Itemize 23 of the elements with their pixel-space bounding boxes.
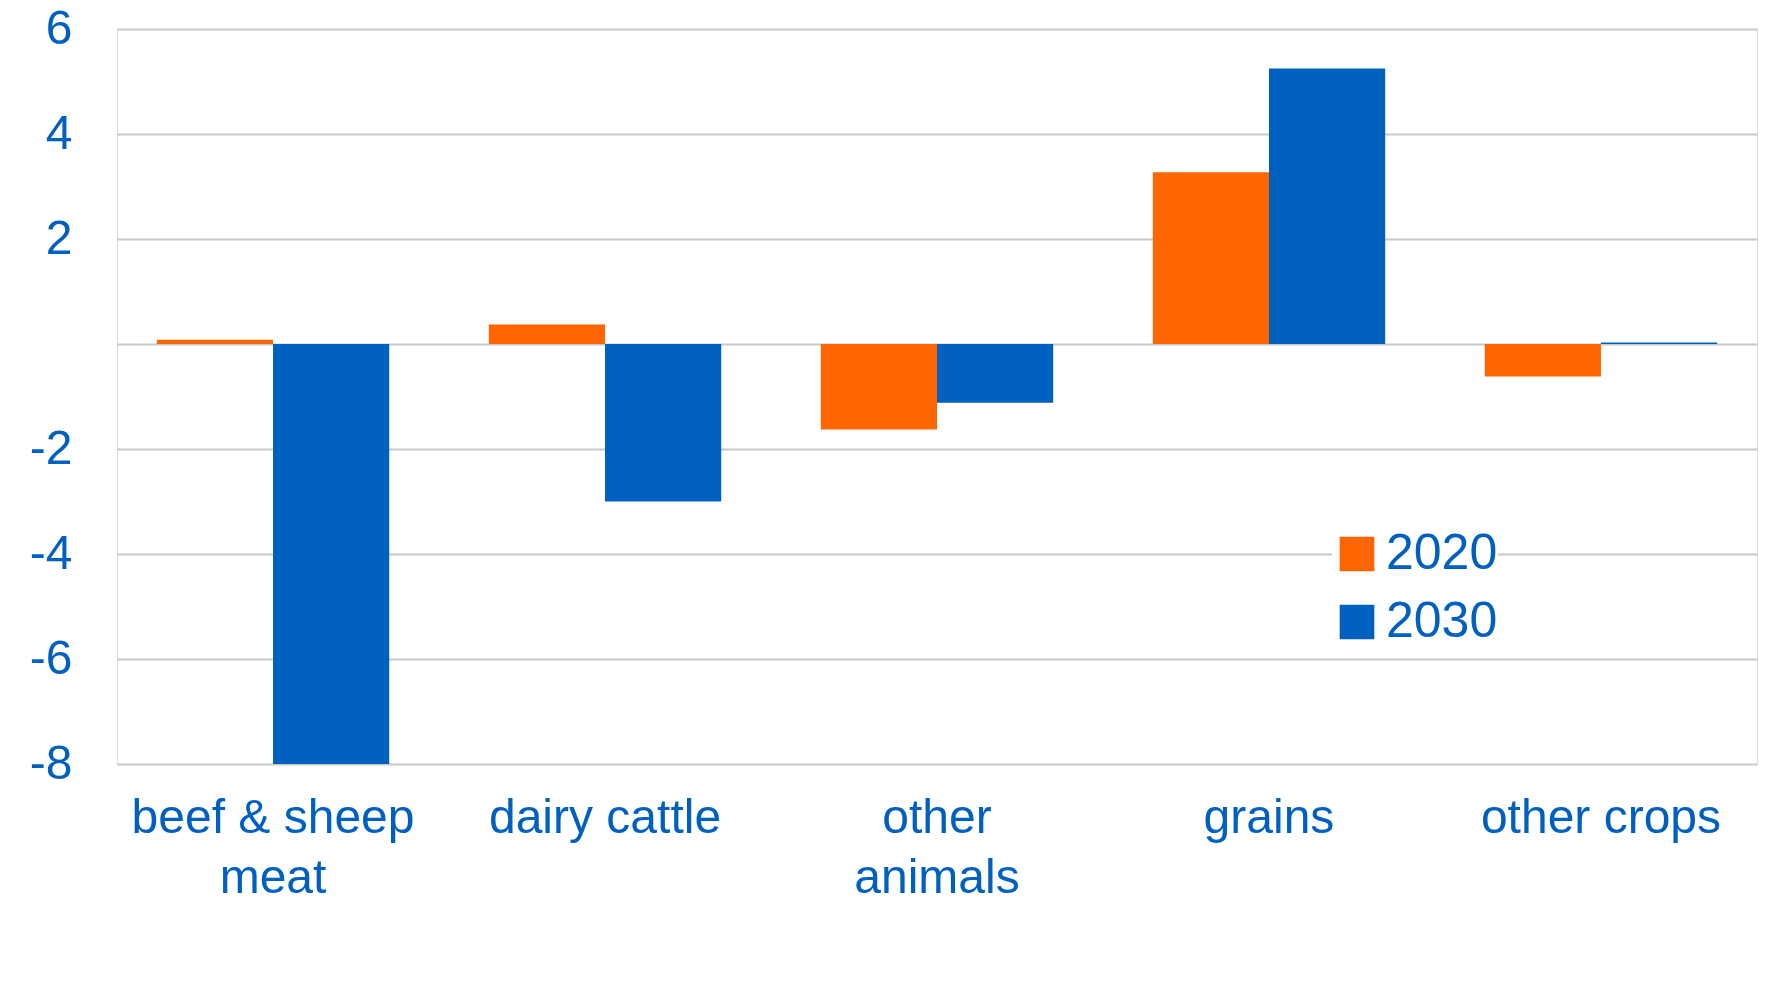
bar — [156, 339, 274, 344]
bar — [605, 344, 722, 502]
bar — [1268, 68, 1386, 344]
legend-label: 2020 — [1386, 524, 1498, 580]
y-tick-label: -2 — [29, 420, 73, 474]
bar — [820, 344, 937, 430]
y-tick-label: -4 — [29, 525, 73, 579]
x-tick-label: other animals — [854, 789, 1020, 903]
y-tick-label: -8 — [29, 735, 73, 789]
bar — [488, 324, 606, 344]
x-tick-label: grains — [1203, 789, 1335, 843]
x-tick-label: dairy cattle — [488, 789, 722, 843]
bar — [273, 344, 390, 764]
y-tick-label: -6 — [29, 630, 73, 684]
y-tick-label: 4 — [45, 105, 73, 159]
y-tick-label: 2 — [45, 210, 73, 264]
x-tick-label: beef & sheep meat — [131, 789, 415, 903]
x-tick-label: other crops — [1480, 789, 1722, 843]
bar — [937, 344, 1054, 403]
legend-label: 2030 — [1386, 592, 1498, 648]
bar — [1484, 344, 1601, 377]
bar — [1152, 172, 1269, 344]
y-tick-label: 6 — [45, 0, 73, 54]
